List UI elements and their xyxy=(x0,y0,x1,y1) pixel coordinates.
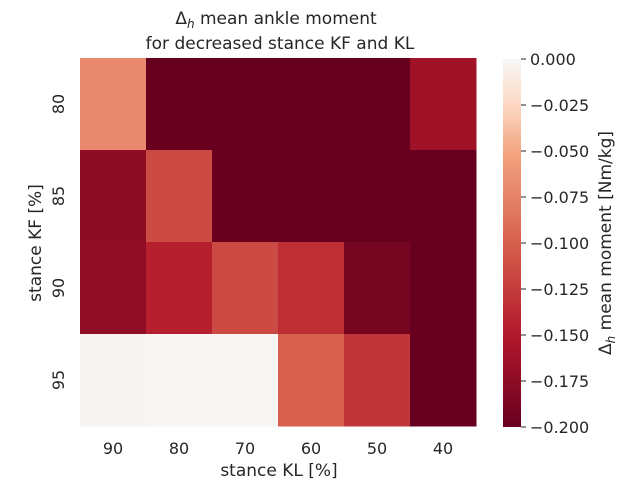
heatmap-cell-kf90-kl90 xyxy=(80,242,147,335)
heatmap-cell-kf95-kl70 xyxy=(212,334,279,427)
colorbar-tick-label: −0.175 xyxy=(530,372,589,391)
colorbar-tick-label: −0.050 xyxy=(530,142,589,161)
colorbar xyxy=(503,59,521,427)
title-subscript: h xyxy=(187,17,195,31)
heatmap-cell-kf80-kl50 xyxy=(344,58,411,151)
y-tick-labels: 80 85 90 95 xyxy=(49,94,68,390)
colorbar-ticks: 0.000 −0.025 −0.050 −0.075 −0.100 −0.125 −0.15… xyxy=(521,50,589,437)
colorbar-tick-label: 0.000 xyxy=(530,50,576,69)
y-tick-label: 90 xyxy=(49,278,68,298)
cbar-label-subscript: h xyxy=(604,336,618,344)
heatmap-cell-kf90-kl60 xyxy=(278,242,345,335)
colorbar-tick-label: −0.150 xyxy=(530,326,589,345)
heatmap-cell-kf80-kl40 xyxy=(410,58,477,151)
heatmap-cell-kf90-kl70 xyxy=(212,242,279,335)
y-tick-label: 85 xyxy=(49,186,68,206)
colorbar-tick-label: −0.200 xyxy=(530,418,589,437)
y-axis-label: stance KF [%] xyxy=(26,184,46,302)
heatmap-cell-kf90-kl80 xyxy=(146,242,213,335)
colorbar-tick-label: −0.125 xyxy=(530,280,589,299)
heatmap-cell-kf80-kl70 xyxy=(212,58,279,151)
heatmap-cell-kf85-kl40 xyxy=(410,150,477,243)
heatmap-cell-kf85-kl60 xyxy=(278,150,345,243)
heatmap-cell-kf95-kl50 xyxy=(344,334,411,427)
heatmap-cell-kf85-kl70 xyxy=(212,150,279,243)
y-tick-label: 80 xyxy=(49,94,68,114)
heatmap-cell-kf85-kl80 xyxy=(146,150,213,243)
cbar-label-rest: mean moment [Nm/kg] xyxy=(596,131,616,336)
x-tick-label: 40 xyxy=(433,439,453,458)
heatmap-cell-kf80-kl90 xyxy=(80,58,147,151)
title-delta: Δ xyxy=(175,9,187,29)
heatmap-cell-kf90-kl50 xyxy=(344,242,411,335)
heatmap-cells xyxy=(80,58,477,427)
heatmap-cell-kf85-kl50 xyxy=(344,150,411,243)
chart-title-line1: Δh mean ankle moment xyxy=(175,9,377,31)
colorbar-tick-label: −0.025 xyxy=(530,96,589,115)
heatmap-cell-kf80-kl60 xyxy=(278,58,345,151)
cbar-label-delta: Δ xyxy=(596,343,616,355)
x-tick-label: 70 xyxy=(235,439,255,458)
x-axis-label: stance KL [%] xyxy=(220,461,337,480)
heatmap-cell-kf95-kl80 xyxy=(146,334,213,427)
heatmap-cell-kf95-kl90 xyxy=(80,334,147,427)
x-tick-labels: 90 80 70 60 50 40 xyxy=(103,439,453,458)
title-rest: mean ankle moment xyxy=(195,9,377,29)
colorbar-tick-label: −0.075 xyxy=(530,188,589,207)
x-tick-label: 50 xyxy=(367,439,387,458)
colorbar-label: Δh mean moment [Nm/kg] xyxy=(596,131,618,355)
heatmap-cell-kf85-kl90 xyxy=(80,150,147,243)
heatmap-cell-kf95-kl60 xyxy=(278,334,345,427)
y-tick-label: 95 xyxy=(49,370,68,390)
x-tick-label: 60 xyxy=(301,439,321,458)
chart-title-line2: for decreased stance KF and KL xyxy=(146,34,415,54)
x-tick-label: 90 xyxy=(103,439,123,458)
colorbar-tick-label: −0.100 xyxy=(530,234,589,253)
heatmap-cell-kf95-kl40 xyxy=(410,334,477,427)
x-tick-label: 80 xyxy=(169,439,189,458)
heatmap-cell-kf80-kl80 xyxy=(146,58,213,151)
heatmap-cell-kf90-kl40 xyxy=(410,242,477,335)
